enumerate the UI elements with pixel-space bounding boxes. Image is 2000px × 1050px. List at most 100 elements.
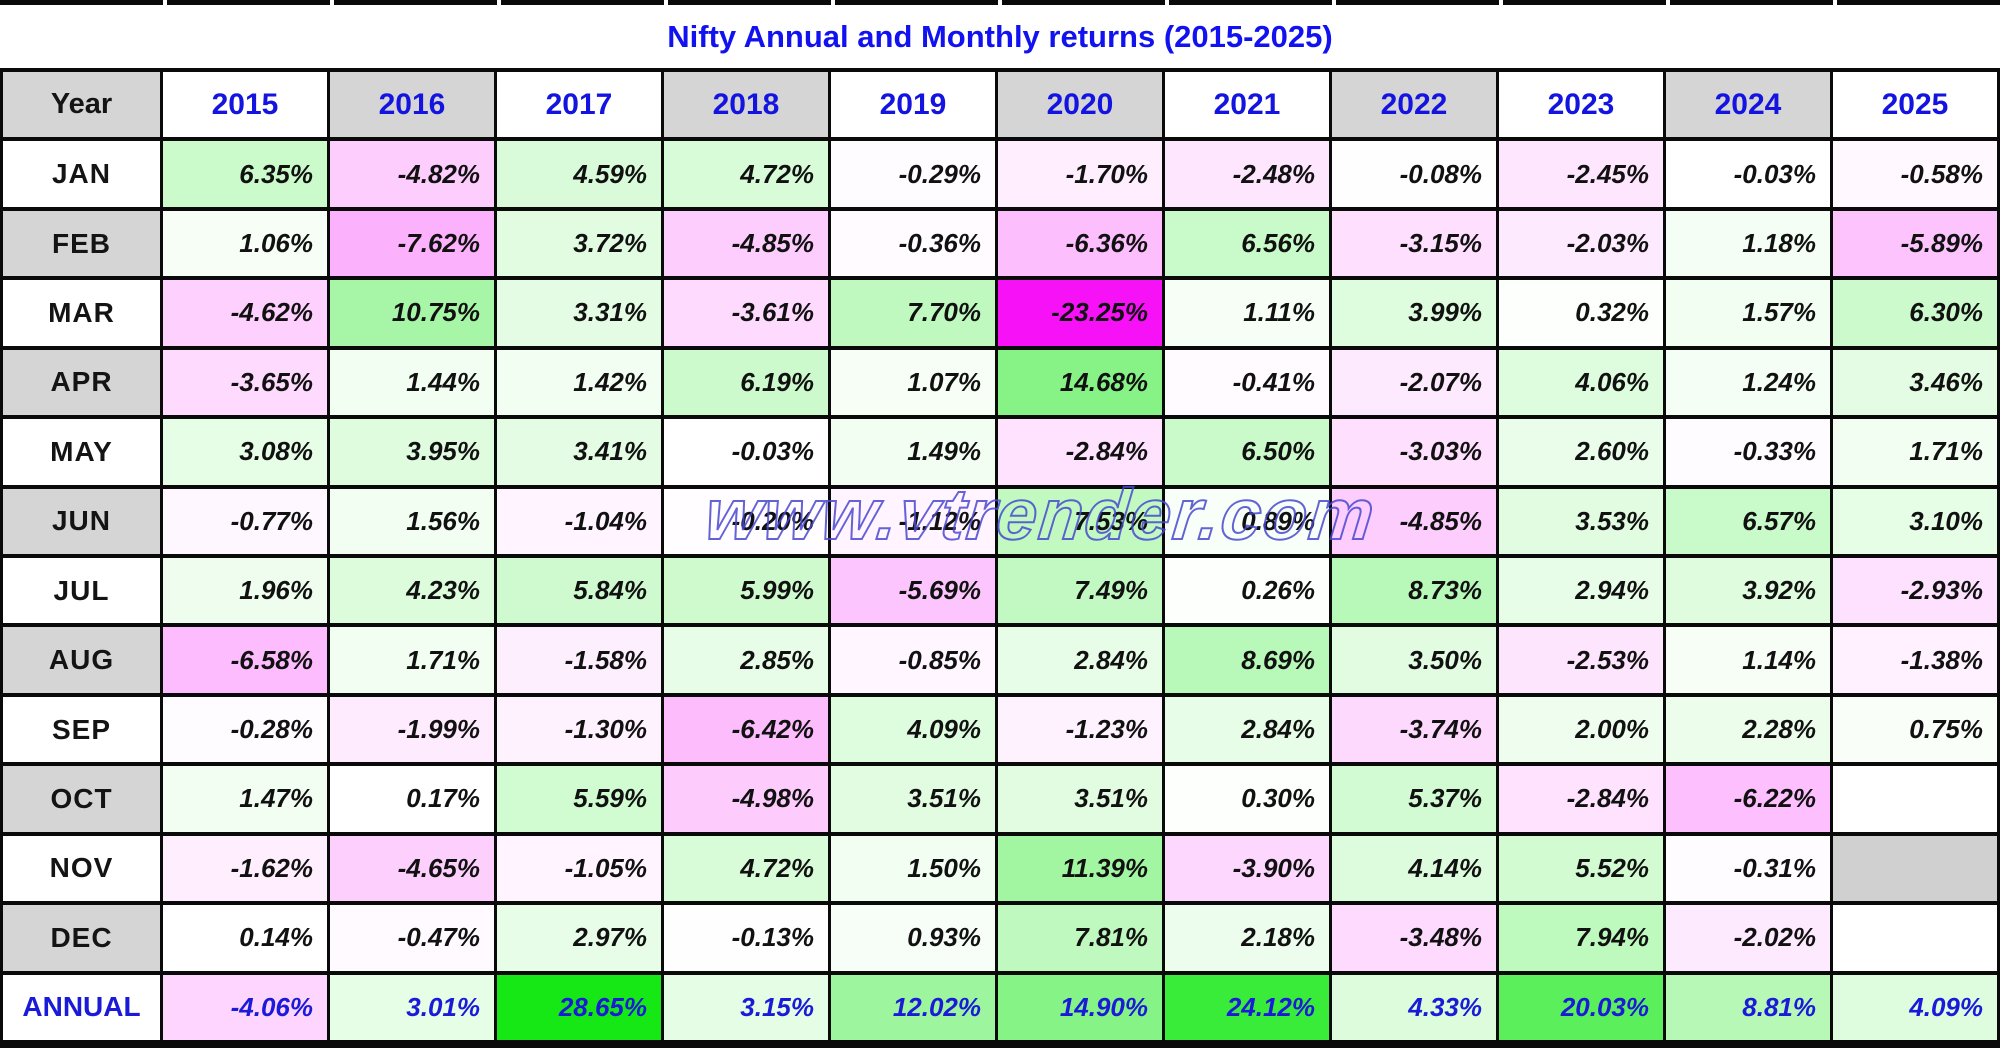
cell-dec-2016: -0.47%: [330, 905, 494, 971]
cell-jan-2021: -2.48%: [1165, 141, 1329, 207]
cell-jan-2024: -0.03%: [1666, 141, 1830, 207]
cell-may-2021: 6.50%: [1165, 419, 1329, 485]
cell-sep-2023: 2.00%: [1499, 696, 1663, 763]
cell-sep-2016: -1.99%: [330, 696, 494, 763]
cell-oct-2018: -4.98%: [664, 766, 828, 832]
cell-apr-2021: -0.41%: [1165, 349, 1329, 416]
cell-may-2019: 1.49%: [831, 419, 995, 485]
row-header-mar: MAR: [3, 280, 160, 346]
cell-nov-2016: -4.65%: [330, 835, 494, 902]
cell-jan-2025: -0.58%: [1833, 141, 1997, 207]
cell-sep-2018: -6.42%: [664, 696, 828, 763]
cell-jul-2017: 5.84%: [497, 558, 661, 624]
cell-jun-2025: 3.10%: [1833, 488, 1997, 554]
cell-aug-2022: 3.50%: [1332, 627, 1496, 693]
cell-feb-2022: -3.15%: [1332, 210, 1496, 277]
cell-annual-2015: -4.06%: [163, 974, 327, 1040]
cell-apr-2016: 1.44%: [330, 349, 494, 416]
cell-jul-2019: -5.69%: [831, 558, 995, 624]
cell-aug-2016: 1.71%: [330, 627, 494, 693]
cell-jun-2016: 1.56%: [330, 488, 494, 554]
cell-jan-2018: 4.72%: [664, 141, 828, 207]
cell-dec-2018: -0.13%: [664, 905, 828, 971]
cell-sep-2025: 0.75%: [1833, 696, 1997, 763]
cell-oct-2016: 0.17%: [330, 766, 494, 832]
cell-apr-2019: 1.07%: [831, 349, 995, 416]
cell-jan-2023: -2.45%: [1499, 141, 1663, 207]
cell-oct-2024: -6.22%: [1666, 766, 1830, 832]
cell-annual-2018: 3.15%: [664, 974, 828, 1040]
cell-jul-2021: 0.26%: [1165, 558, 1329, 624]
cell-sep-2024: 2.28%: [1666, 696, 1830, 763]
cell-may-2025: 1.71%: [1833, 419, 1997, 485]
cell-jan-2020: -1.70%: [998, 141, 1162, 207]
cell-sep-2022: -3.74%: [1332, 696, 1496, 763]
cell-annual-2021: 24.12%: [1165, 974, 1329, 1040]
cell-annual-2022: 4.33%: [1332, 974, 1496, 1040]
cell-aug-2025: -1.38%: [1833, 627, 1997, 693]
cell-nov-2023: 5.52%: [1499, 835, 1663, 902]
cell-jan-2022: -0.08%: [1332, 141, 1496, 207]
cell-aug-2017: -1.58%: [497, 627, 661, 693]
cell-jan-2015: 6.35%: [163, 141, 327, 207]
row-header-jun: JUN: [3, 488, 160, 554]
cell-jul-2022: 8.73%: [1332, 558, 1496, 624]
cell-dec-2024: -2.02%: [1666, 905, 1830, 971]
cell-apr-2023: 4.06%: [1499, 349, 1663, 416]
cell-apr-2015: -3.65%: [163, 349, 327, 416]
cell-annual-2019: 12.02%: [831, 974, 995, 1040]
cell-annual-2020: 14.90%: [998, 974, 1162, 1040]
cell-may-2016: 3.95%: [330, 419, 494, 485]
cell-sep-2019: 4.09%: [831, 696, 995, 763]
top-border-strip: [0, 0, 2000, 5]
cell-feb-2018: -4.85%: [664, 210, 828, 277]
cell-nov-2018: 4.72%: [664, 835, 828, 902]
cell-feb-2020: -6.36%: [998, 210, 1162, 277]
row-header-annual: ANNUAL: [3, 974, 160, 1040]
cell-dec-2015: 0.14%: [163, 905, 327, 971]
cell-dec-2021: 2.18%: [1165, 905, 1329, 971]
cell-may-2022: -3.03%: [1332, 419, 1496, 485]
col-header-2019: 2019: [831, 72, 995, 138]
col-header-2024: 2024: [1666, 72, 1830, 138]
cell-dec-2020: 7.81%: [998, 905, 1162, 971]
row-header-jan: JAN: [3, 141, 160, 207]
row-header-sep: SEP: [3, 696, 160, 763]
cell-mar-2025: 6.30%: [1833, 280, 1997, 346]
corner-header-year: Year: [3, 72, 160, 138]
cell-apr-2017: 1.42%: [497, 349, 661, 416]
cell-dec-2022: -3.48%: [1332, 905, 1496, 971]
cell-oct-2017: 5.59%: [497, 766, 661, 832]
cell-annual-2024: 8.81%: [1666, 974, 1830, 1040]
cell-mar-2018: -3.61%: [664, 280, 828, 346]
cell-jun-2017: -1.04%: [497, 488, 661, 554]
cell-jan-2016: -4.82%: [330, 141, 494, 207]
cell-sep-2021: 2.84%: [1165, 696, 1329, 763]
cell-jun-2020: 7.53%: [998, 488, 1162, 554]
row-header-oct: OCT: [3, 766, 160, 832]
cell-aug-2018: 2.85%: [664, 627, 828, 693]
cell-aug-2021: 8.69%: [1165, 627, 1329, 693]
cell-mar-2017: 3.31%: [497, 280, 661, 346]
cell-may-2015: 3.08%: [163, 419, 327, 485]
cell-feb-2021: 6.56%: [1165, 210, 1329, 277]
cell-aug-2024: 1.14%: [1666, 627, 1830, 693]
page-title: Nifty Annual and Monthly returns (2015-2…: [667, 18, 1333, 54]
cell-jun-2023: 3.53%: [1499, 488, 1663, 554]
cell-dec-2023: 7.94%: [1499, 905, 1663, 971]
cell-oct-2022: 5.37%: [1332, 766, 1496, 832]
returns-table: Year 2015 2016 2017 2018 2019 2020 2021 2022 2023…: [0, 68, 2000, 1040]
cell-feb-2016: -7.62%: [330, 210, 494, 277]
row-header-aug: AUG: [3, 627, 160, 693]
empty-cell-dec-2025: [1833, 905, 1997, 971]
cell-mar-2015: -4.62%: [163, 280, 327, 346]
cell-jun-2022: -4.85%: [1332, 488, 1496, 554]
cell-jan-2019: -0.29%: [831, 141, 995, 207]
cell-apr-2018: 6.19%: [664, 349, 828, 416]
cell-mar-2024: 1.57%: [1666, 280, 1830, 346]
col-header-2015: 2015: [163, 72, 327, 138]
row-header-may: MAY: [3, 419, 160, 485]
empty-cell-oct-2025: [1833, 766, 1997, 832]
col-header-2016: 2016: [330, 72, 494, 138]
cell-sep-2017: -1.30%: [497, 696, 661, 763]
